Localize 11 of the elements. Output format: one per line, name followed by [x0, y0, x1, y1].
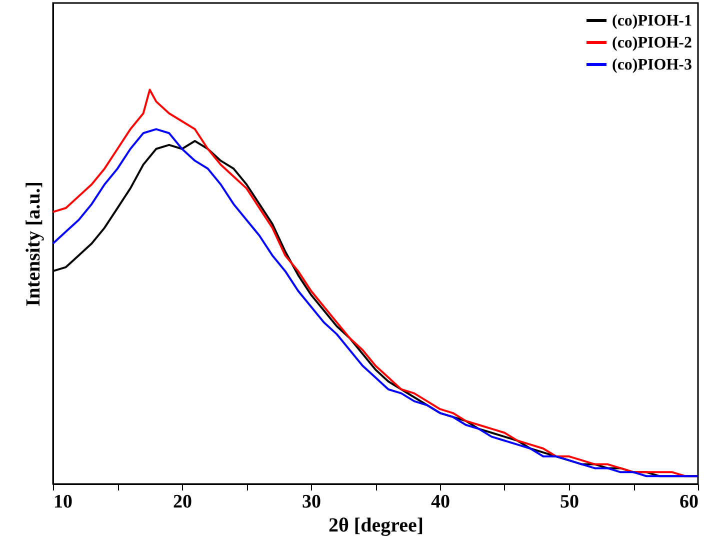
x-tick-label: 10 [54, 492, 72, 512]
x-tick-label: 40 [431, 492, 450, 512]
legend-label: (co)PIOH-2 [612, 34, 692, 52]
legend-label: (co)PIOH-1 [612, 12, 692, 30]
x-tick-label: 60 [680, 492, 698, 512]
x-tick-label: 50 [560, 492, 579, 512]
x-axis-title: 2θ [degree] [328, 514, 424, 536]
y-axis-title: Intensity [a.u.] [22, 181, 44, 307]
legend-label: (co)PIOH-3 [612, 56, 692, 74]
x-tick-label: 20 [173, 492, 192, 512]
x-tick-label: 30 [302, 492, 321, 512]
